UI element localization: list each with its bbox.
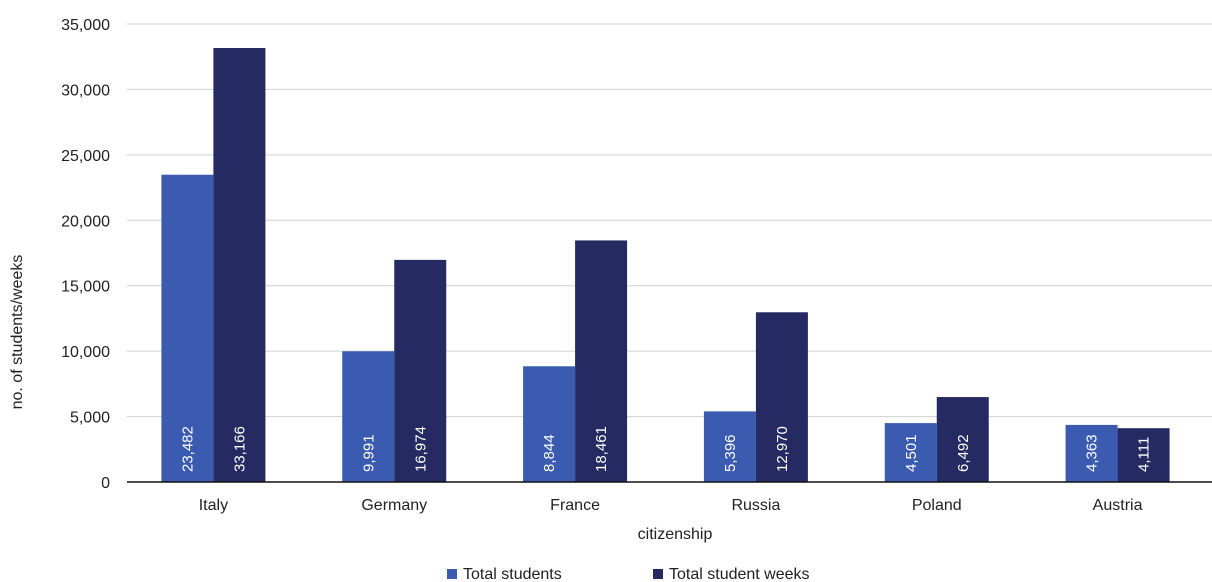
- bar-value-label: 4,501: [903, 434, 920, 472]
- bar-value-label: 4,111: [1136, 437, 1153, 472]
- x-tick-label: Russia: [731, 497, 780, 514]
- bar-value-label: 9,991: [360, 434, 377, 472]
- legend-label: Total student weeks: [669, 566, 810, 582]
- y-tick-label: 20,000: [61, 213, 110, 230]
- bar-value-label: 5,396: [722, 434, 739, 472]
- bar: [394, 259, 447, 482]
- x-tick-label: Italy: [199, 497, 228, 514]
- bar-value-label: 23,482: [179, 426, 196, 472]
- legend-swatch: [653, 569, 663, 579]
- x-tick-label: Poland: [912, 497, 962, 514]
- bar: [884, 423, 937, 482]
- bar: [1065, 424, 1118, 482]
- y-tick-label: 0: [101, 475, 110, 492]
- bars: 23,482 33,166 9,991 16,974 8,844 18,461 5,396 1…: [161, 47, 1170, 482]
- y-tick-label: 10,000: [61, 344, 110, 361]
- legend-swatch: [447, 569, 457, 579]
- bar-value-label: 33,166: [231, 426, 248, 472]
- bar-value-label: 16,974: [412, 426, 429, 472]
- x-axis-ticks: Italy Germany France Russia Poland Austria: [199, 497, 1143, 514]
- bar: [523, 366, 576, 482]
- bar: [342, 351, 395, 482]
- y-tick-label: 15,000: [61, 279, 110, 296]
- bar: [936, 397, 989, 482]
- bar: [1117, 428, 1170, 482]
- bar: [161, 174, 214, 482]
- y-axis-ticks: 0 5,000 10,000 15,000 20,000 25,000 30,000 35,0…: [61, 17, 110, 492]
- x-axis-title: citizenship: [638, 526, 713, 543]
- x-tick-label: Germany: [361, 497, 427, 514]
- bar: [703, 411, 756, 482]
- x-tick-label: Austria: [1093, 497, 1143, 514]
- y-axis-title: no. of students/weeks: [9, 255, 26, 410]
- bar-value-label: 18,461: [593, 426, 610, 472]
- bar-value-label: 6,492: [955, 434, 972, 472]
- y-tick-label: 35,000: [61, 17, 110, 34]
- bar: [575, 240, 628, 482]
- bar: [755, 312, 808, 482]
- legend: Total students Total student weeks: [447, 566, 810, 582]
- bar-value-label: 12,970: [774, 426, 791, 472]
- legend-label: Total students: [463, 566, 562, 582]
- x-tick-label: France: [550, 497, 600, 514]
- bar-value-label: 4,363: [1084, 434, 1101, 472]
- bar: [213, 47, 266, 482]
- gridlines: [127, 23, 1212, 418]
- y-tick-label: 30,000: [61, 82, 110, 99]
- y-tick-label: 5,000: [70, 410, 110, 427]
- bar-value-label: 8,844: [541, 434, 558, 472]
- y-tick-label: 25,000: [61, 148, 110, 165]
